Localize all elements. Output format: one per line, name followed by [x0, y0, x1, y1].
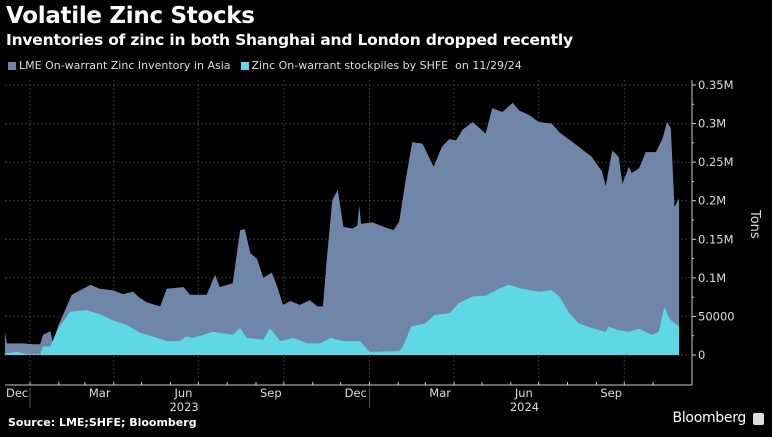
area-series-shfe [4, 284, 680, 355]
bloomberg-chart-icon [753, 413, 764, 425]
legend-label-shfe: Zinc On-warrant stockpiles by SHFE [251, 59, 449, 72]
y-tick-label: 0.25M [698, 155, 734, 169]
x-tick-label: Mar [89, 386, 111, 400]
y-tick-label: 0.1M [698, 271, 726, 285]
y-tick-label: 0.3M [698, 117, 726, 131]
source-note: Source: LME;SHFE; Bloomberg [8, 416, 197, 429]
y-tick-label: 0.15M [698, 232, 734, 246]
legend-swatch-shfe [240, 62, 249, 70]
y-tick-label: 0 [698, 348, 705, 362]
legend-item-lme: LME On-warrant Zinc Inventory in Asia [8, 59, 231, 72]
chart-subtitle: Inventories of zinc in both Shanghai and… [6, 31, 573, 49]
y-axis-title: Tons [747, 209, 762, 239]
legend: LME On-warrant Zinc Inventory in Asia Zi… [8, 59, 522, 72]
x-tick-label: Sep [260, 386, 282, 400]
legend-date: on 11/29/24 [455, 59, 522, 72]
x-tick-label: Dec [6, 386, 28, 400]
x-tick-label: Jun [514, 386, 533, 400]
x-year-label: 2023 [169, 400, 198, 414]
legend-swatch-lme [8, 62, 16, 70]
legend-label-lme: LME On-warrant Zinc Inventory in Asia [19, 59, 231, 72]
legend-item-shfe: Zinc On-warrant stockpiles by SHFE on 11… [240, 59, 522, 72]
x-tick-label: Jun [173, 386, 192, 400]
x-year-label: 2024 [510, 400, 539, 414]
x-tick-label: Sep [600, 386, 622, 400]
y-tick-label: 50000 [698, 309, 735, 323]
x-tick-label: Mar [429, 386, 451, 400]
x-tick-label: Dec [345, 386, 367, 400]
bloomberg-logo: Bloomberg [672, 410, 747, 426]
y-tick-label: 0.35M [698, 78, 734, 92]
y-tick-label: 0.2M [698, 194, 726, 208]
chart-title: Volatile Zinc Stocks [6, 3, 255, 29]
